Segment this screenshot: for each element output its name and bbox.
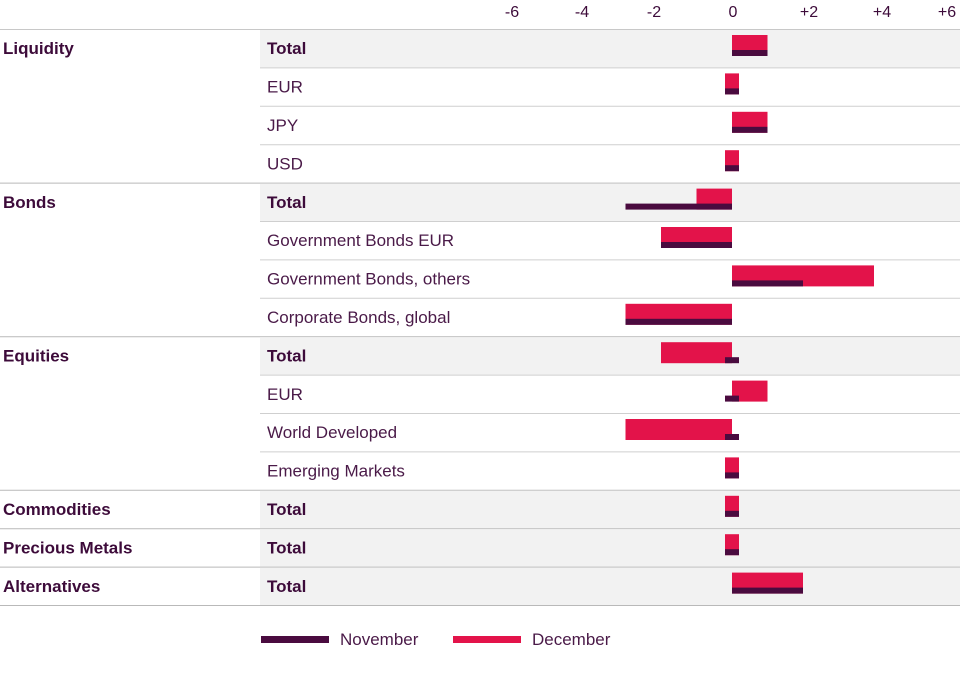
november-bar — [625, 203, 732, 210]
november-bar — [625, 318, 732, 325]
row-label: World Developed — [267, 423, 397, 442]
row-label: Corporate Bonds, global — [267, 308, 450, 327]
x-tick-label: -6 — [505, 4, 519, 21]
total-row-background — [260, 490, 960, 529]
row-label: Total — [267, 577, 306, 596]
group-label: Precious Metals — [3, 538, 132, 557]
november-bar — [725, 395, 739, 402]
total-row-background — [260, 337, 960, 375]
group-label: Equities — [3, 346, 69, 365]
legend-label-december: December — [532, 630, 611, 649]
group-label: Liquidity — [3, 39, 74, 58]
row-label: Total — [267, 193, 306, 212]
row-label: Total — [267, 500, 306, 519]
november-bar — [732, 280, 803, 287]
x-tick-label: +2 — [800, 4, 818, 21]
november-bar — [725, 549, 739, 556]
november-bar — [725, 88, 739, 95]
x-tick-label: 0 — [729, 4, 738, 21]
legend-swatch-november — [261, 636, 329, 643]
group-label: Alternatives — [3, 577, 100, 596]
total-row-background — [260, 567, 960, 605]
total-row-background — [260, 30, 960, 68]
november-bar — [732, 50, 768, 56]
november-bar — [725, 357, 739, 364]
row-label: Government Bonds, others — [267, 270, 470, 289]
row-label: Emerging Markets — [267, 462, 405, 481]
november-bar — [725, 510, 739, 517]
row-label: Total — [267, 39, 306, 58]
x-tick-label: -2 — [647, 4, 661, 21]
november-bar — [732, 126, 768, 133]
legend-swatch-december — [453, 636, 521, 643]
total-row-background — [260, 183, 960, 221]
december-bar — [732, 380, 768, 402]
row-label: JPY — [267, 116, 298, 135]
group-label: Bonds — [3, 193, 56, 212]
x-tick-label: +4 — [873, 4, 891, 21]
row-label: Government Bonds EUR — [267, 231, 454, 250]
row-label: Total — [267, 346, 306, 365]
november-bar — [725, 472, 739, 479]
group-label: Commodities — [3, 500, 111, 519]
row-label: EUR — [267, 385, 303, 404]
row-label: EUR — [267, 78, 303, 97]
december-bar — [625, 419, 732, 440]
november-bar — [725, 165, 739, 172]
row-label: Total — [267, 538, 306, 557]
november-bar — [732, 587, 803, 594]
x-tick-label: -4 — [575, 4, 589, 21]
november-bar — [661, 242, 732, 248]
total-row-background — [260, 529, 960, 567]
legend-label-november: November — [340, 630, 419, 649]
november-bar — [725, 434, 739, 440]
row-label: USD — [267, 154, 303, 173]
december-bar — [661, 342, 732, 364]
x-tick-label: +6 — [938, 4, 956, 21]
